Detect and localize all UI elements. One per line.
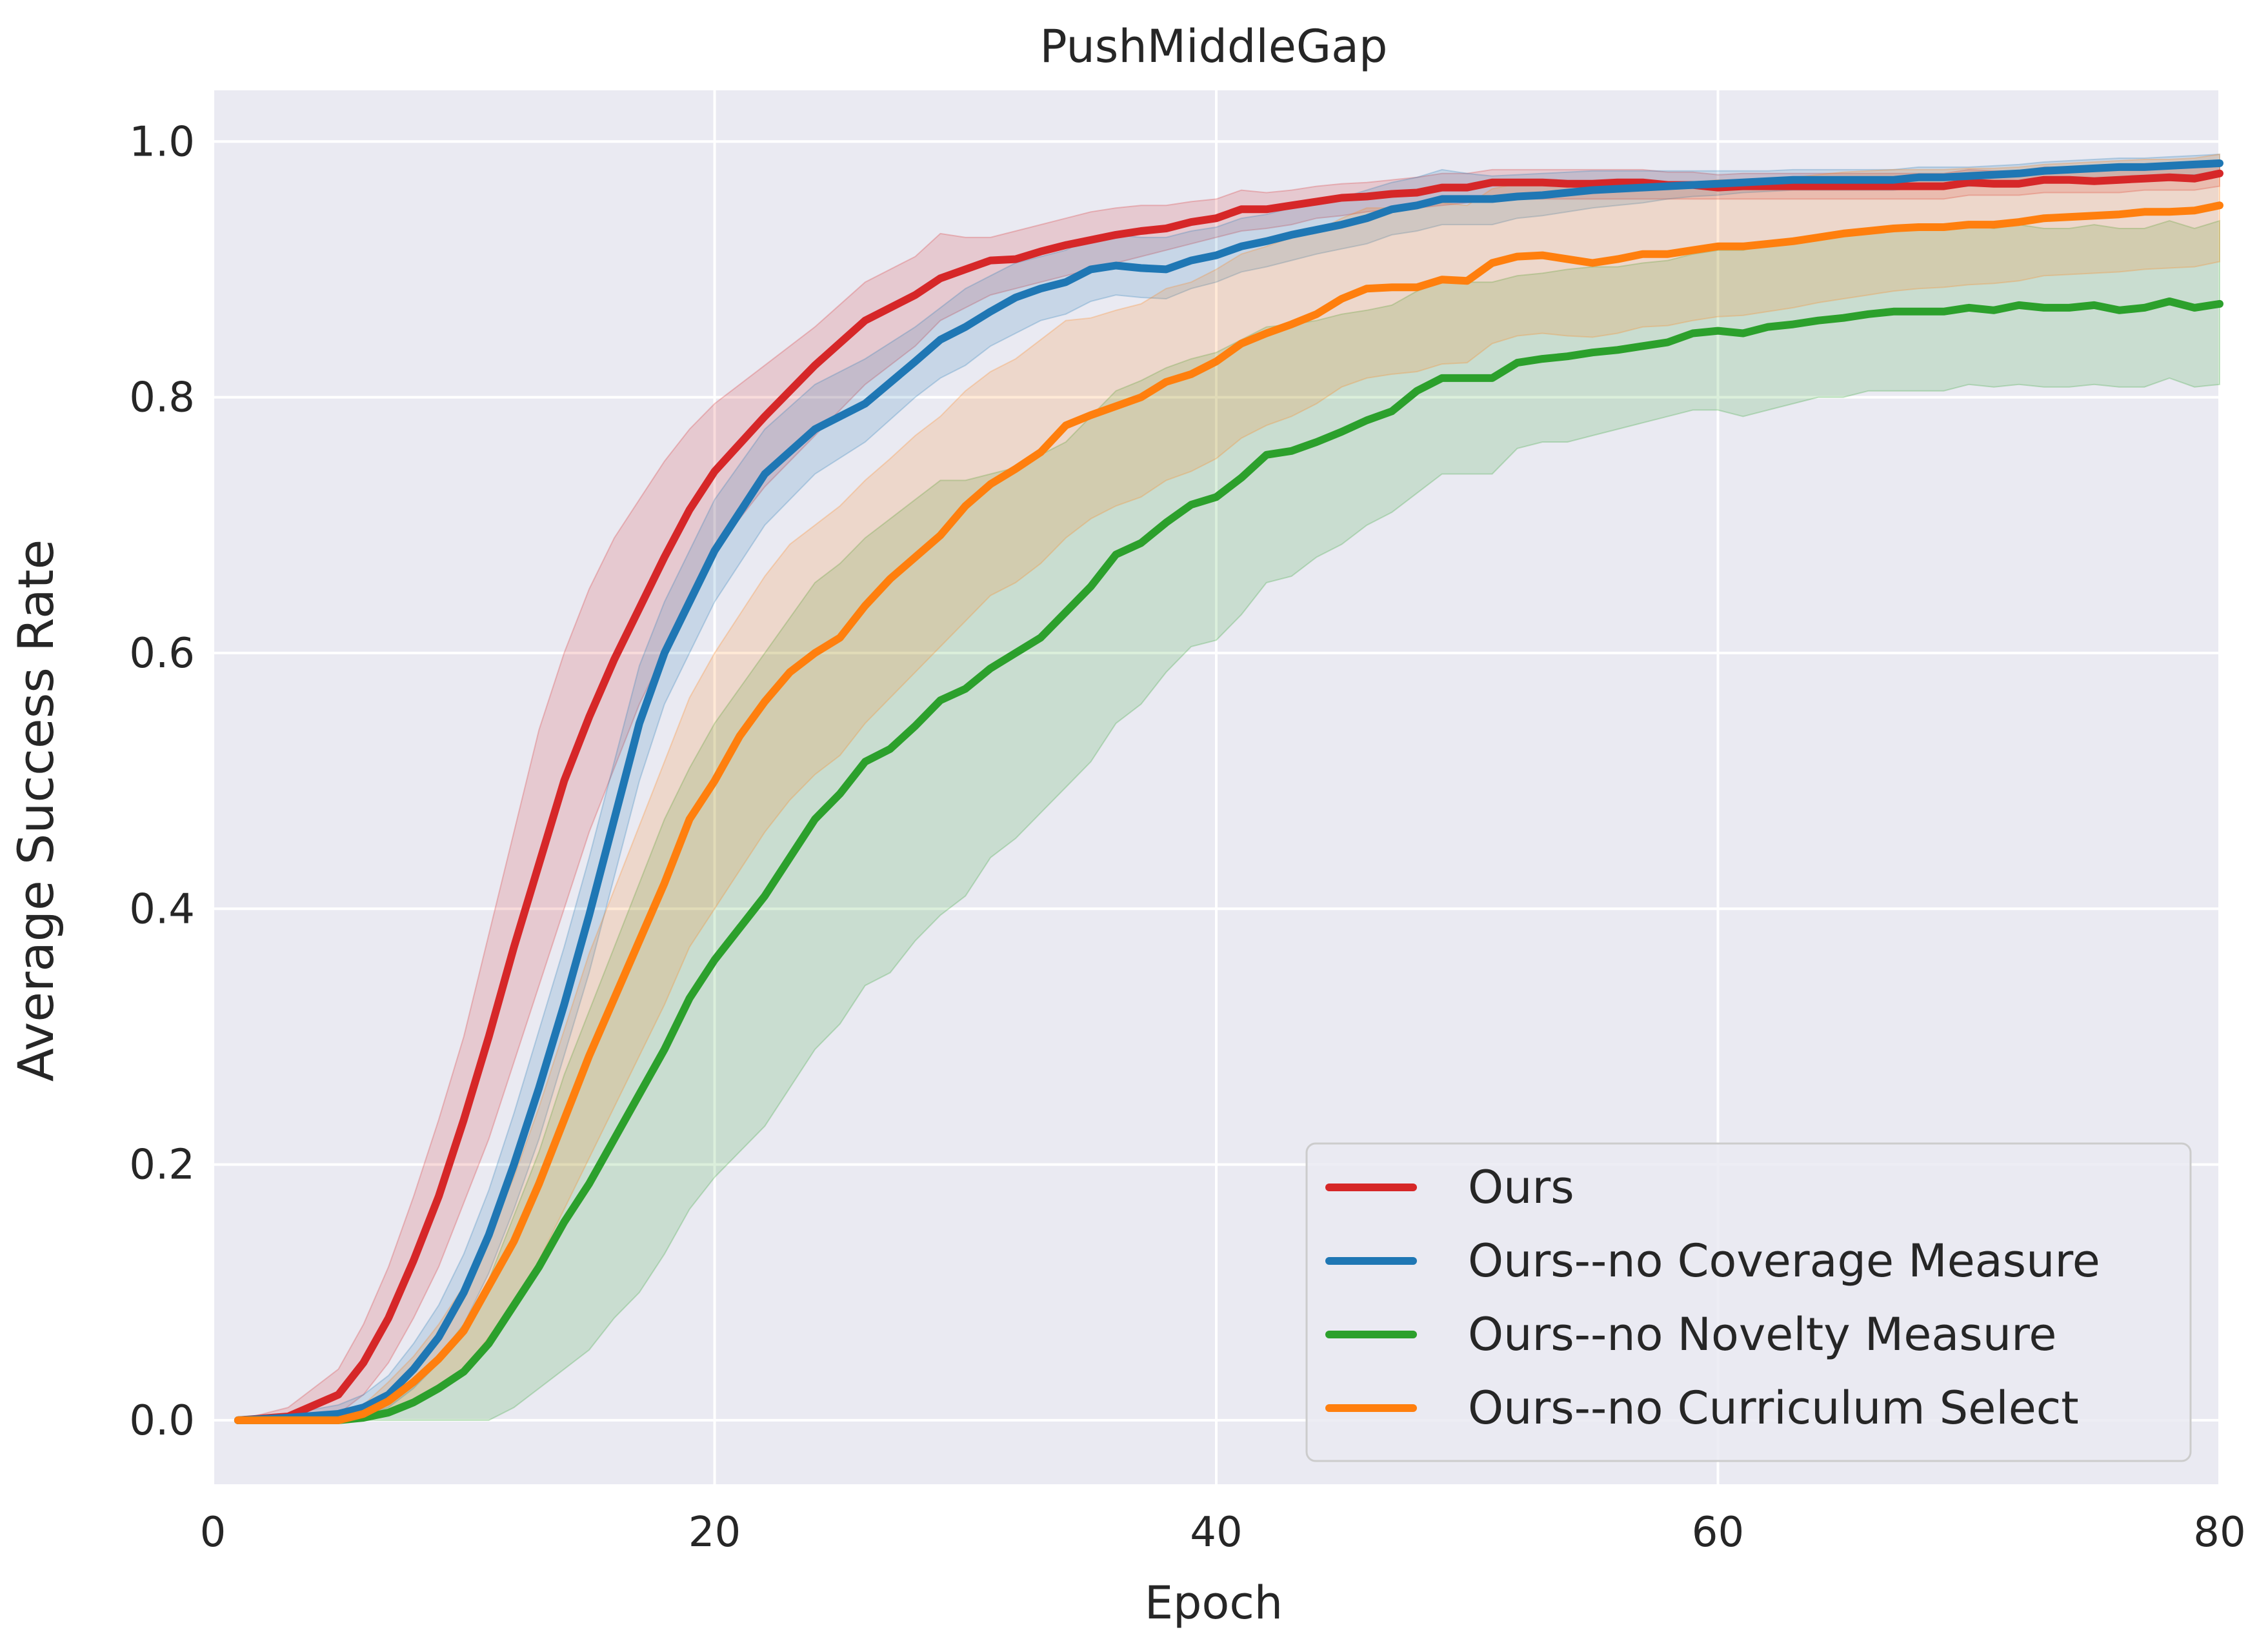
x-tick-label: 0 bbox=[200, 1509, 226, 1556]
legend-box bbox=[1305, 1142, 2192, 1462]
y-tick-label: 0.8 bbox=[129, 374, 195, 422]
x-tick-label: 20 bbox=[688, 1509, 741, 1556]
y-tick-label: 0.6 bbox=[129, 630, 195, 678]
legend: Ours Ours--no Coverage Measure Ours--no … bbox=[1305, 1142, 2192, 1462]
legend-label-no-novelty: Ours--no Novelty Measure bbox=[1468, 1308, 2056, 1361]
x-tick-label: 80 bbox=[2193, 1509, 2245, 1556]
y-tick-label: 1.0 bbox=[129, 118, 195, 166]
series-line-ours bbox=[234, 169, 2223, 1424]
x-axis-label: Epoch bbox=[1145, 1576, 1283, 1629]
y-tick-label: 0.4 bbox=[129, 885, 195, 933]
axis-ticks: 0 20 40 60 80 0.0 0.2 0.4 0.6 0.8 1.0 bbox=[129, 118, 2246, 1556]
series-line-ours-no-curriculum-select bbox=[234, 201, 2223, 1424]
x-tick-label: 40 bbox=[1190, 1509, 1242, 1556]
chart-title: PushMiddleGap bbox=[1040, 20, 1388, 73]
y-tick-label: 0.2 bbox=[129, 1142, 195, 1189]
legend-label-ours: Ours bbox=[1468, 1161, 1574, 1214]
y-tick-label: 0.0 bbox=[129, 1397, 195, 1445]
y-axis-label: Average Success Rate bbox=[7, 539, 65, 1082]
series-lines bbox=[234, 159, 2223, 1424]
series-line-ours-no-coverage-measure bbox=[234, 159, 2223, 1424]
legend-label-no-curriculum: Ours--no Curriculum Select bbox=[1468, 1382, 2079, 1435]
x-tick-label: 60 bbox=[1692, 1509, 1744, 1556]
series-line-ours-no-novelty-measure bbox=[234, 297, 2223, 1424]
legend-label-no-coverage: Ours--no Coverage Measure bbox=[1468, 1234, 2100, 1287]
